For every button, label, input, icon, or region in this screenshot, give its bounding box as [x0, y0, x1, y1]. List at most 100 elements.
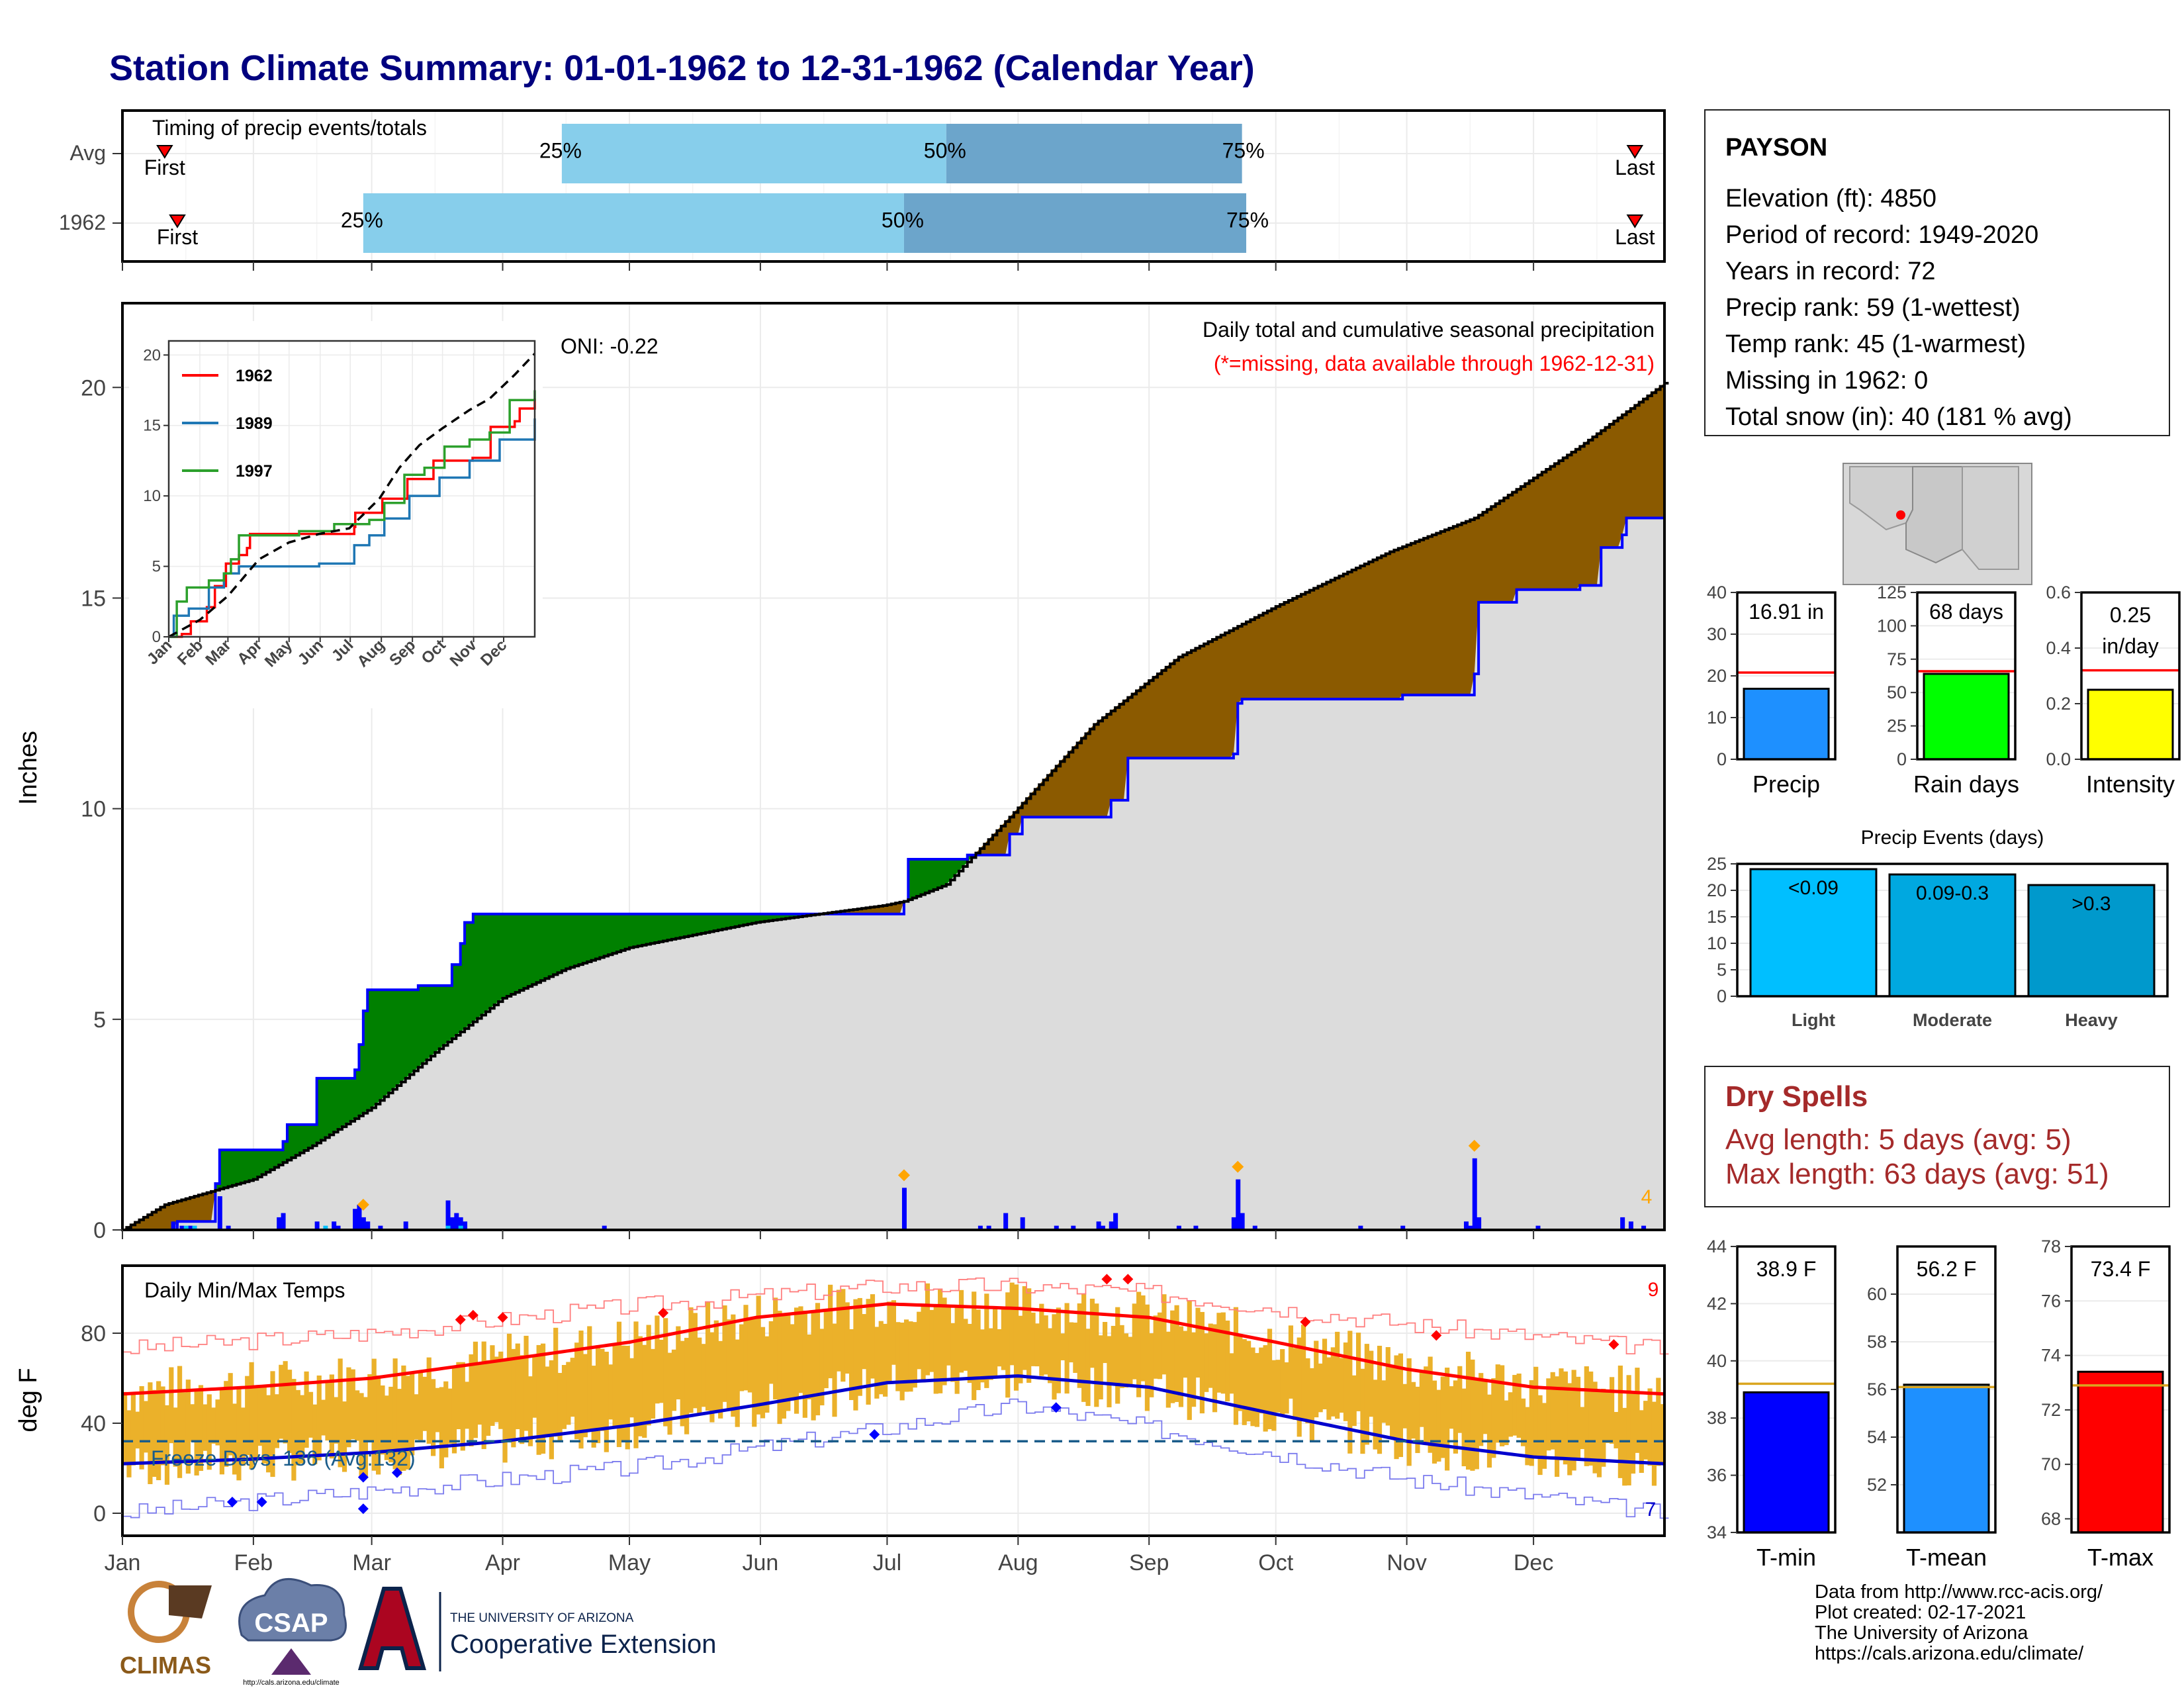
daily-temp-bar: [300, 1395, 305, 1464]
cumulative-corner-count: 4: [1641, 1186, 1653, 1208]
freeze-days-label: Freeze Days: 136 (Avg:132): [151, 1446, 416, 1470]
month-label: Sep: [1129, 1550, 1169, 1575]
record-max-line: [122, 1277, 1669, 1355]
daily-temp-bar: [1119, 1325, 1124, 1388]
csap-logo-text: CSAP: [254, 1609, 328, 1638]
daily-temp-bar: [1546, 1378, 1551, 1451]
daily-temp-bar: [316, 1375, 322, 1461]
daily-temp-bar: [1347, 1331, 1353, 1454]
station-temp-rank: Temp rank: 45 (1-warmest): [1725, 330, 2026, 358]
daily-temp-bar: [963, 1319, 968, 1371]
daily-temp-bar: [667, 1352, 672, 1435]
precip-events-y-tick-label: 5: [1717, 960, 1727, 980]
daily-temp-bar: [1073, 1323, 1078, 1374]
daily-temp-bar: [1178, 1326, 1184, 1407]
timing-last-marker: [1626, 145, 1644, 159]
daily-temp-bar: [807, 1334, 812, 1399]
daily-precip-bar: [1100, 1225, 1105, 1230]
daily-temp-bar: [1305, 1358, 1310, 1424]
timing-p75-label: 75%: [1222, 138, 1265, 162]
dry-spells-max: Max length: 63 days (avg: 51): [1725, 1158, 2109, 1190]
temp-stat-1-y-tick-label: 52: [1867, 1475, 1887, 1495]
daily-temp-bar: [743, 1305, 749, 1391]
daily-temp-bar: [938, 1289, 943, 1393]
daily-temp-bar: [1580, 1407, 1585, 1450]
map-arizona: [1905, 466, 1963, 564]
daily-temp-bar: [422, 1376, 428, 1431]
daily-precip-bar: [361, 1217, 366, 1230]
daily-precip-bar: [1628, 1221, 1633, 1230]
daily-temp-bar: [1060, 1333, 1066, 1360]
daily-precip-bar: [463, 1221, 468, 1230]
daily-temp-bar: [152, 1389, 157, 1477]
daily-temp-bar: [206, 1394, 212, 1470]
daily-temp-bar: [1410, 1382, 1416, 1439]
daily-temp-bar: [684, 1338, 690, 1434]
temp-stat-0-y-tick-label: 38: [1707, 1408, 1727, 1428]
daily-temp-bar: [747, 1319, 752, 1393]
daily-temp-bar: [1651, 1401, 1657, 1486]
daily-temp-bar: [1089, 1298, 1095, 1368]
daily-temp-bar: [181, 1392, 187, 1462]
daily-temp-bar: [1052, 1314, 1057, 1400]
daily-temp-bar: [1322, 1338, 1328, 1409]
daily-temp-bar: [1212, 1324, 1218, 1413]
oni-label: ONI: -0.22: [561, 334, 659, 358]
daily-temp-bar: [549, 1360, 554, 1460]
daily-temp-bar: [1491, 1378, 1496, 1458]
precip-stat-2-frame: [2080, 591, 2181, 761]
temp-stat-2-name: T-max: [2087, 1544, 2154, 1571]
daily-precip-bar: [454, 1213, 459, 1230]
record-low-marker: [869, 1429, 880, 1440]
daily-temp-bar: [553, 1327, 559, 1437]
daily-temp-bar: [143, 1401, 149, 1453]
daily-temp-bar: [126, 1410, 132, 1477]
precip-events-y-tick-label: 25: [1707, 854, 1727, 874]
daily-temp-bar: [1165, 1331, 1171, 1408]
daily-temp-bar: [1449, 1386, 1454, 1429]
record-min-line: [122, 1398, 1669, 1519]
daily-precip-bar: [1193, 1225, 1199, 1230]
inset-legend-label: 1962: [236, 367, 273, 385]
daily-temp-bar: [1394, 1355, 1399, 1460]
daily-precip-bar: [1400, 1225, 1406, 1230]
daily-temp-bar: [532, 1355, 537, 1418]
daily-temp-bar: [545, 1366, 550, 1437]
daily-temp-bar: [435, 1387, 440, 1432]
daily-temp-bar: [1398, 1353, 1404, 1458]
daily-temp-bar: [1588, 1371, 1594, 1466]
daily-temp-bar: [540, 1343, 546, 1454]
cumulative-panel-frame: [121, 302, 1666, 1231]
temp-stat-0-y-tick-label: 34: [1707, 1523, 1727, 1542]
daily-temp-bar: [1191, 1332, 1197, 1407]
month-label: Jun: [743, 1550, 779, 1575]
station-elevation: Elevation (ft): 4850: [1725, 185, 1936, 212]
daily-precip-bar: [217, 1196, 222, 1230]
daily-temp-bar: [401, 1365, 406, 1471]
daily-temp-bar: [261, 1386, 267, 1464]
daily-temp-bar: [325, 1381, 330, 1441]
daily-temp-bar: [570, 1358, 575, 1417]
daily-temp-bar: [536, 1344, 541, 1455]
daily-precip-bar: [1240, 1213, 1245, 1230]
precip-stat-0-y-tick-label: 40: [1707, 583, 1727, 602]
precip-stat-value: 0.25: [2110, 603, 2151, 627]
precip-events-category: Light: [1792, 1010, 1835, 1030]
daily-temp-bar: [439, 1387, 444, 1469]
daily-temp-bar: [1149, 1333, 1154, 1397]
month-label: Feb: [234, 1550, 273, 1575]
daily-temp-bar: [1161, 1294, 1167, 1375]
dry-spells-avg: Avg length: 5 days (avg: 5): [1725, 1123, 2071, 1156]
temp-stat-0-y-tick-label: 40: [1707, 1351, 1727, 1371]
precip-stat-1-y-tick-label: 125: [1877, 583, 1907, 602]
daily-precip-bar: [332, 1221, 337, 1230]
daily-temp-bar: [777, 1311, 782, 1425]
daily-precip-bar: [1535, 1225, 1541, 1230]
cumulative-y-axis-label: Inches: [15, 731, 42, 805]
daily-temp-bar: [1369, 1350, 1374, 1417]
precip-events-category: Moderate: [1913, 1010, 1992, 1030]
temperature-panel: Daily Min/Max Temps Freeze Days: 136 (Avg…: [15, 1264, 1669, 1575]
temp-stat-2-y-tick-label: 76: [2041, 1291, 2061, 1311]
